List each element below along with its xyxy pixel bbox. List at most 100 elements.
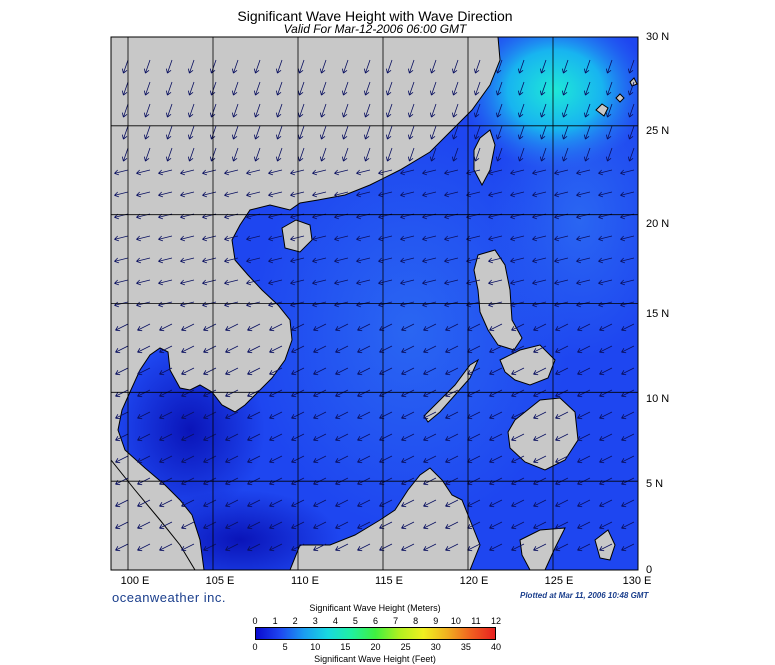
lon-label-125e: 125 E: [544, 575, 574, 587]
wave-arrow: [269, 543, 283, 552]
wave-arrow: [423, 323, 437, 332]
wave-arrow: [159, 389, 173, 398]
luzon-island: [473, 249, 523, 351]
wave-arrow: [268, 257, 283, 264]
wave-arrow: [577, 367, 591, 376]
wave-arrow: [532, 169, 547, 176]
wave-arrow: [598, 257, 613, 264]
wave-arrow: [407, 147, 415, 162]
wave-arrow: [357, 543, 371, 552]
wave-arrow: [620, 257, 635, 264]
wave-arrow: [335, 323, 349, 332]
wave-arrow: [268, 191, 283, 198]
wave-arrow: [489, 367, 503, 376]
wave-arrow: [341, 125, 349, 140]
wave-arrow: [121, 59, 129, 74]
wave-arrow: [423, 411, 437, 420]
wave-arrow: [181, 411, 195, 420]
wave-arrow: [181, 521, 195, 530]
wave-arrow: [290, 191, 305, 198]
wave-arrow: [429, 147, 437, 162]
wave-arrow: [620, 279, 635, 286]
wave-arrow: [203, 323, 217, 332]
wave-arrow: [114, 169, 129, 176]
wave-arrow: [341, 81, 349, 96]
wave-arrow: [268, 235, 283, 242]
wave-arrow: [444, 169, 459, 176]
wave-arrow: [385, 103, 393, 118]
wave-arrow: [407, 125, 415, 140]
wave-arrow: [445, 521, 459, 530]
wave-arrow: [627, 81, 635, 96]
wave-arrow: [583, 103, 591, 118]
wave-arrow: [247, 367, 261, 376]
wave-height-colorbar: [255, 627, 496, 640]
wave-arrow: [423, 499, 437, 508]
wave-arrow: [246, 191, 261, 198]
wave-arrow: [555, 389, 569, 398]
wave-arrow: [533, 543, 547, 552]
wave-arrow: [334, 279, 349, 286]
wave-arrow: [357, 499, 371, 508]
wave-arrow: [225, 499, 239, 508]
wave-arrow: [312, 257, 327, 264]
lat-label-15n: 15 N: [646, 308, 670, 320]
wave-arrow: [621, 455, 635, 464]
wave-arrow: [583, 81, 591, 96]
wave-arrow: [577, 411, 591, 420]
feet-tick-15: 15: [340, 642, 351, 652]
wave-arrow: [473, 81, 481, 96]
wave-arrow: [400, 191, 415, 198]
wave-arrow: [297, 125, 305, 140]
wave-arrow: [451, 103, 459, 118]
wave-arrow: [621, 345, 635, 354]
wave-arrow: [429, 125, 437, 140]
wave-arrow: [137, 345, 151, 354]
meter-tick-9: 9: [433, 616, 439, 626]
wave-arrow: [423, 455, 437, 464]
wave-arrow: [401, 323, 415, 332]
wave-arrow: [136, 191, 151, 198]
meter-tick-12: 12: [490, 616, 501, 626]
wave-arrow: [357, 411, 371, 420]
wave-arrow: [247, 455, 261, 464]
wave-arrow: [599, 367, 613, 376]
wave-arrow: [356, 257, 371, 264]
wave-arrow: [202, 169, 217, 176]
wave-arrow: [202, 279, 217, 286]
wave-field-peak: [460, 37, 638, 170]
wave-arrow: [158, 279, 173, 286]
wave-arrow: [451, 59, 459, 74]
wave-arrow: [621, 543, 635, 552]
wave-arrow: [159, 323, 173, 332]
wave-arrow: [621, 521, 635, 530]
wave-arrow: [181, 433, 195, 442]
wave-arrow: [136, 169, 151, 176]
wave-arrow: [517, 103, 525, 118]
lat-label-10n: 10 N: [646, 393, 670, 405]
wave-arrow: [247, 433, 261, 442]
wave-arrow: [136, 257, 151, 264]
meter-tick-1: 1: [272, 616, 278, 626]
wave-arrow: [532, 279, 547, 286]
wave-arrow: [378, 169, 393, 176]
wave-arrow: [620, 191, 635, 198]
wave-arrow: [159, 367, 173, 376]
wave-arrow: [599, 455, 613, 464]
wave-arrow: [517, 81, 525, 96]
wave-arrow: [313, 411, 327, 420]
wave-arrow: [158, 235, 173, 242]
wave-arrow: [137, 411, 151, 420]
wave-arrow: [511, 521, 525, 530]
wave-arrow: [532, 191, 547, 198]
wave-arrow: [532, 235, 547, 242]
wave-arrow: [576, 279, 591, 286]
wave-arrow: [605, 125, 613, 140]
wave-arrow: [555, 455, 569, 464]
feet-tick-20: 20: [370, 642, 381, 652]
wave-arrow: [319, 103, 327, 118]
wave-arrow: [577, 323, 591, 332]
wave-arrow: [225, 389, 239, 398]
wave-arrow: [407, 81, 415, 96]
wave-arrow: [429, 81, 437, 96]
